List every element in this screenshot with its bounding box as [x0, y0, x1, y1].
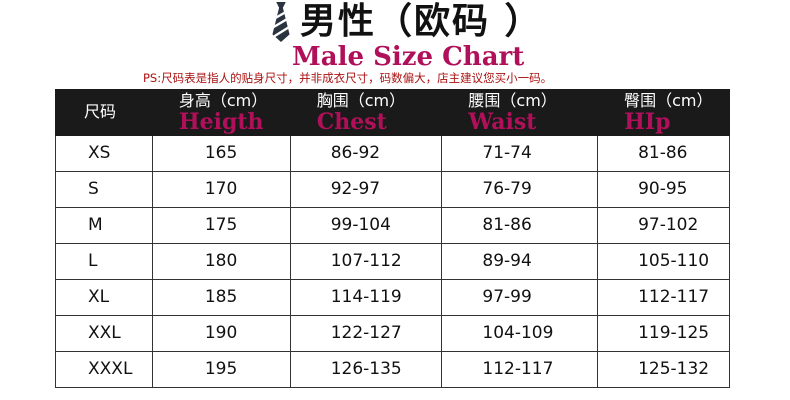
- title-text: 男性（欧码 ）: [300, 1, 543, 42]
- table-row: XXXL 195 126-135 112-117 125-132: [55, 351, 730, 388]
- table-cell: 90-95: [597, 171, 730, 208]
- column-header: 尺码: [55, 89, 153, 136]
- table-cell: L: [55, 243, 153, 280]
- header-en: HIp: [624, 108, 671, 135]
- column-header: 腰围（cm） Waist: [441, 89, 599, 136]
- table-cell: 97-99: [441, 279, 599, 316]
- table-cell: 71-74: [441, 135, 599, 172]
- column-header: 臀围（cm） HIp: [597, 89, 730, 136]
- subtitle-english: Male Size Chart: [292, 42, 525, 72]
- header-cn: 尺码: [84, 102, 117, 122]
- table-cell: XXL: [55, 315, 153, 352]
- table-cell: XXXL: [55, 351, 153, 388]
- size-table: 尺码 身高（cm） Heigth 胸围（cm） Chest 腰围（cm） Waist 臀围（c…: [55, 89, 730, 388]
- header-en: Waist: [468, 108, 537, 135]
- table-cell: 97-102: [597, 207, 730, 244]
- table-cell: 86-92: [289, 135, 443, 172]
- header-en: Chest: [316, 108, 387, 135]
- table-row: S 170 92-97 76-79 90-95: [55, 171, 730, 208]
- chart-title: 男性（欧码 ）: [270, 0, 543, 44]
- table-cell: 104-109: [441, 315, 599, 352]
- table-cell: 92-97: [289, 171, 443, 208]
- table-cell: 195: [151, 351, 291, 388]
- header-cn: 臀围（cm）: [624, 91, 713, 111]
- header-en: Heigth: [178, 108, 264, 135]
- table-cell: 180: [151, 243, 291, 280]
- table-cell: 185: [151, 279, 291, 316]
- table-cell: 125-132: [597, 351, 730, 388]
- table-cell: 112-117: [597, 279, 730, 316]
- table-cell: S: [55, 171, 153, 208]
- table-cell: 107-112: [289, 243, 443, 280]
- table-cell: 81-86: [597, 135, 730, 172]
- table-cell: XS: [55, 135, 153, 172]
- table-cell: XL: [55, 279, 153, 316]
- table-cell: 119-125: [597, 315, 730, 352]
- header-cn: 身高（cm）: [178, 91, 268, 111]
- table-cell: 76-79: [441, 171, 599, 208]
- table-cell: 105-110: [597, 243, 730, 280]
- table-row: L 180 107-112 89-94 105-110: [55, 243, 730, 280]
- table-cell: 99-104: [289, 207, 443, 244]
- size-note: PS:尺码表是指人的贴身尺寸，并非成衣尺寸，码数偏大，店主建议您买小一码。: [143, 71, 553, 85]
- table-cell: 170: [151, 171, 291, 208]
- table-cell: 81-86: [441, 207, 599, 244]
- table-cell: M: [55, 207, 153, 244]
- table-cell: 126-135: [289, 351, 443, 388]
- table-header: 尺码 身高（cm） Heigth 胸围（cm） Chest 腰围（cm） Waist 臀围（c…: [55, 89, 730, 136]
- table-row: XL 185 114-119 97-99 112-117: [55, 279, 730, 316]
- header-cn: 腰围（cm）: [468, 91, 557, 111]
- table-cell: 122-127: [289, 315, 443, 352]
- necktie-icon: [271, 2, 291, 42]
- table-cell: 190: [151, 315, 291, 352]
- column-header: 胸围（cm） Chest: [289, 89, 443, 136]
- table-cell: 165: [151, 135, 291, 172]
- table-cell: 89-94: [441, 243, 599, 280]
- header-cn: 胸围（cm）: [316, 91, 406, 111]
- table-cell: 114-119: [289, 279, 443, 316]
- table-cell: 112-117: [441, 351, 599, 388]
- table-cell: 175: [151, 207, 291, 244]
- table-row: M 175 99-104 81-86 97-102: [55, 207, 730, 244]
- column-header: 身高（cm） Heigth: [151, 89, 291, 136]
- table-row: XXL 190 122-127 104-109 119-125: [55, 315, 730, 352]
- table-row: XS 165 86-92 71-74 81-86: [55, 135, 730, 172]
